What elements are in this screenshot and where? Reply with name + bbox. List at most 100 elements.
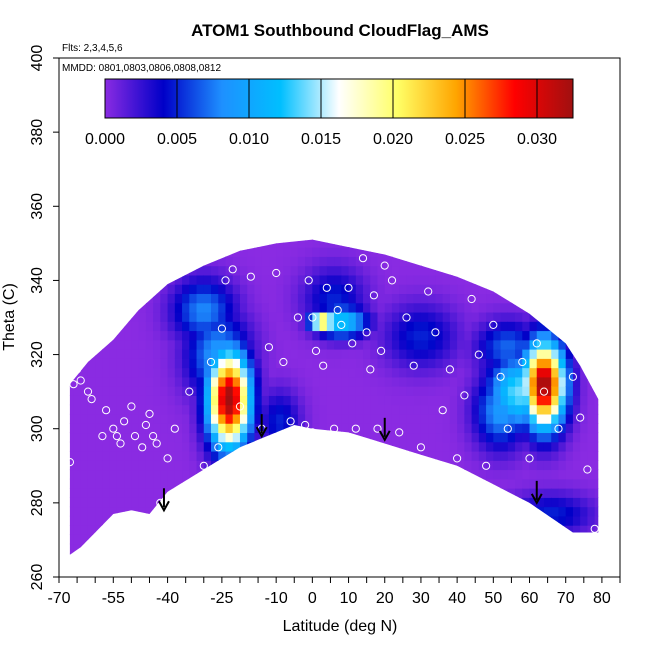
heat-cell-375 (138, 413, 147, 424)
heat-cell-1833 (428, 247, 437, 257)
heat-cell-1248 (312, 330, 321, 341)
heat-cell-609 (182, 247, 190, 257)
heat-cell-987 (261, 413, 270, 424)
heat-cell-1401 (341, 247, 350, 257)
heat-cell-1375 (341, 488, 350, 498)
heat-cell-2376 (543, 552, 552, 555)
heat-cell-1427 (348, 339, 357, 350)
heat-cell-2341 (536, 543, 545, 554)
heat-cell-1157 (297, 506, 306, 517)
heat-cell-296 (124, 478, 132, 489)
heat-cell-59 (73, 339, 82, 350)
heat-cell-1047 (276, 525, 284, 535)
sample-point-5 (87, 395, 96, 404)
heat-cell-1568 (377, 367, 386, 378)
heat-cell-831 (232, 525, 241, 535)
heat-cell-363 (138, 525, 147, 535)
sample-point-79 (532, 339, 541, 348)
heat-cell-1671 (399, 413, 408, 424)
heat-cell-665 (196, 395, 205, 406)
heat-cell-1837 (435, 543, 444, 554)
heat-cell-2229 (507, 247, 516, 257)
heat-cell-2017 (471, 543, 480, 554)
heat-cell-2311 (529, 488, 538, 498)
heat-cell-2262 (515, 274, 523, 285)
heat-cell-166 (95, 349, 104, 359)
heat-cell-1063 (276, 376, 284, 387)
heat-cell-1316 (326, 367, 335, 378)
heat-cell-2608 (587, 404, 596, 415)
heat-cell-1153 (297, 543, 306, 554)
heat-cell-1551 (377, 525, 386, 535)
heat-cell-432 (153, 552, 161, 555)
heat-cell-447 (153, 413, 161, 424)
heat-cell-795 (225, 525, 234, 535)
heat-cell-1582 (377, 239, 386, 248)
heat-cell-1394 (341, 311, 350, 322)
heat-cell-1969 (457, 321, 465, 332)
heat-cell-2208 (507, 441, 516, 452)
heat-cell-945 (254, 469, 263, 480)
heat-cell-544 (174, 515, 183, 526)
heat-cell-354 (131, 274, 140, 285)
heat-cell-269 (116, 395, 125, 406)
heat-cell-2359 (536, 376, 545, 387)
heat-cell-277 (116, 321, 125, 332)
heat-cell-541 (174, 543, 183, 554)
heat-cell-1563 (377, 413, 386, 424)
heat-cell-1995 (464, 413, 473, 424)
heat-cell-1871 (435, 229, 443, 239)
heat-cell-2226 (507, 274, 516, 285)
heat-cell-365 (138, 506, 147, 517)
sample-point-40 (304, 276, 313, 285)
heat-cell-905 (247, 506, 256, 517)
heat-cell-2660 (594, 256, 599, 267)
heat-cell-564 (174, 330, 183, 341)
heat-cell-984 (261, 441, 270, 452)
heat-cell-399 (145, 525, 154, 535)
heat-cell-1887 (442, 413, 451, 424)
heat-cell-1073 (276, 284, 284, 295)
heat-cell-2609 (587, 395, 596, 406)
heat-cell-2573 (580, 395, 589, 406)
heat-cell-2006 (464, 311, 473, 322)
heat-cell-179 (95, 229, 103, 239)
sample-point-50 (348, 339, 357, 348)
heat-cell-50 (73, 423, 82, 434)
heat-cell-511 (167, 488, 176, 498)
heat-cell-790 (218, 239, 227, 248)
heat-cell-1664 (399, 478, 408, 489)
heat-cell-2389 (543, 432, 552, 443)
heat-cell-1672 (399, 404, 408, 415)
heat-cell-1160 (297, 478, 306, 489)
heat-cell-2048 (471, 256, 480, 267)
heat-cell-1905 (442, 247, 451, 257)
heat-cell-2527 (572, 488, 581, 498)
heat-cell-1952 (457, 478, 465, 489)
heat-cell-948 (254, 441, 263, 452)
heat-cell-1766 (420, 534, 429, 545)
heat-cell-915 (247, 413, 256, 424)
heat-cell-1101 (283, 358, 292, 369)
heat-cell-2039 (471, 339, 480, 350)
heat-cell-2521 (572, 543, 581, 554)
heat-cell-1080 (283, 552, 292, 555)
heat-cell-1125 (290, 469, 299, 480)
heat-cell-1131 (290, 413, 299, 424)
heat-cell-971 (254, 229, 262, 239)
heat-cell-1701 (406, 469, 415, 480)
heat-cell-733 (211, 432, 219, 443)
heat-cell-560 (174, 367, 183, 378)
heat-cell-1021 (268, 432, 277, 443)
heat-cell-1673 (399, 395, 408, 406)
heat-cell-749 (211, 284, 219, 295)
heat-cell-585 (182, 469, 190, 480)
heat-cell-1345 (334, 432, 342, 443)
heat-cell-557 (174, 395, 183, 406)
heat-cell-1326 (326, 274, 335, 285)
heat-cell-329 (131, 506, 140, 517)
heat-cell-2514 (565, 274, 574, 285)
heat-cell-1933 (449, 321, 458, 332)
heat-cell-1036 (268, 293, 277, 304)
heat-cell-2054 (478, 534, 487, 545)
